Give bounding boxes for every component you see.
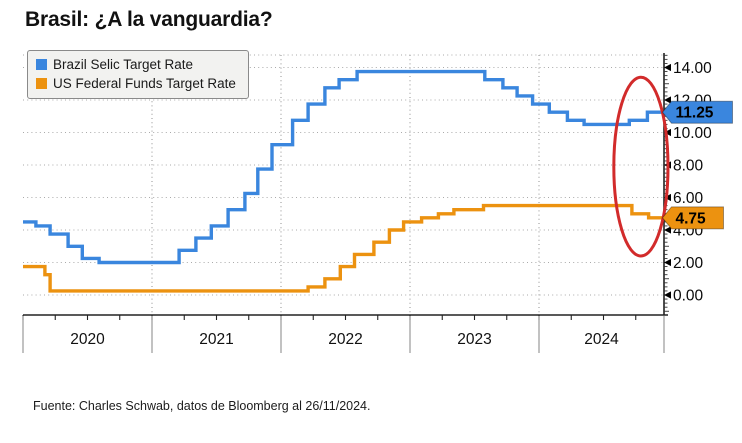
y-axis-tick-label: 8.00 [673,158,704,175]
end-value-badge-label: 4.75 [676,210,707,227]
selic-rate-line [23,69,664,265]
selic-end-value-badge [661,100,733,124]
y-axis-tick-label: 10.00 [673,125,712,142]
selic-swatch-icon [36,59,47,70]
legend-label-fedfunds: US Federal Funds Target Rate [53,76,236,91]
y-axis-tick-label: 6.00 [673,190,704,207]
y-axis-tick-label: 2.00 [673,255,704,272]
y-tick-arrow-icon [664,258,671,267]
source-note: Fuente: Charles Schwab, datos de Bloombe… [33,399,371,413]
y-tick-arrow-icon [664,96,671,104]
y-axis-tick-label: 14.00 [673,60,712,77]
y-tick-arrow-icon [664,291,671,299]
y-tick-arrow-icon [664,226,671,234]
x-axis-year-label: 2022 [328,331,362,348]
x-axis-year-label: 2021 [199,331,233,348]
x-axis-year-label: 2020 [70,331,105,348]
fed-funds-end-value-badge [661,206,724,230]
y-axis-tick-label: 0.00 [673,288,704,305]
chart-legend: Brazil Selic Target Rate US Federal Fund… [27,50,249,99]
legend-item-selic: Brazil Selic Target Rate [36,55,240,74]
chart-title: Brasil: ¿A la vanguardia? [25,8,273,31]
divergence-annotation-ellipse [612,75,670,258]
fed-funds-rate-line [23,203,664,293]
fedfunds-swatch-icon [36,78,47,89]
y-tick-arrow-icon [664,63,671,72]
x-axis-year-label: 2024 [584,331,619,348]
end-value-badge-label: 11.25 [676,105,714,122]
x-axis-year-label: 2023 [457,331,491,348]
legend-label-selic: Brazil Selic Target Rate [53,57,194,72]
legend-item-fedfunds: US Federal Funds Target Rate [36,74,240,93]
